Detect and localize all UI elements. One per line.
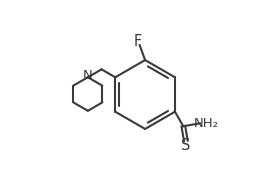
Text: S: S [181,138,191,153]
Text: N: N [83,69,93,81]
Text: NH₂: NH₂ [194,117,219,130]
Text: F: F [134,34,142,49]
